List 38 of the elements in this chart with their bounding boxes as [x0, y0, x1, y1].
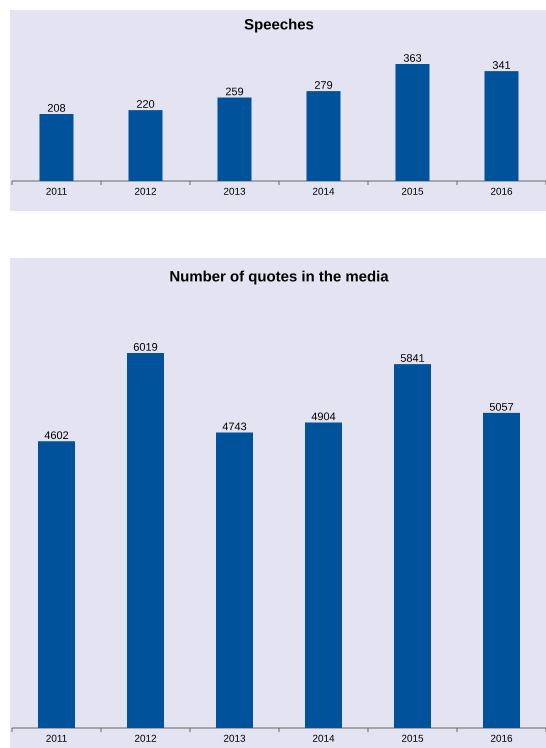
data-label: 220 [136, 100, 154, 108]
data-label: 5841 [400, 354, 424, 362]
x-tick-label: 2014 [312, 188, 334, 195]
data-label: 4743 [222, 422, 246, 430]
data-label: 6019 [134, 343, 157, 351]
x-tick-label: 2011 [46, 734, 66, 742]
bar [484, 71, 518, 181]
bar [394, 364, 431, 728]
bar [306, 91, 340, 181]
bar [128, 110, 162, 181]
x-tick-label: 2012 [134, 734, 156, 742]
data-label: 259 [226, 88, 243, 96]
chart-title: Speeches [244, 18, 314, 32]
x-tick-label: 2015 [402, 188, 423, 195]
x-tick-label: 2015 [402, 734, 423, 742]
bar [38, 441, 75, 728]
bar [126, 352, 164, 728]
data-label: 341 [492, 61, 510, 69]
bar [304, 422, 342, 728]
chart-title: Number of quotes in the media [170, 270, 388, 284]
x-tick-label: 2012 [134, 188, 156, 195]
bar [39, 114, 74, 181]
data-label: 4904 [311, 412, 336, 420]
data-label: 363 [404, 54, 421, 62]
data-label: 279 [314, 81, 332, 89]
bar [482, 412, 520, 728]
x-tick-label: 2016 [490, 188, 512, 195]
x-tick-label: 2016 [490, 734, 512, 742]
x-tick-label: 2013 [224, 734, 245, 742]
x-tick-label: 2013 [224, 188, 245, 195]
bar [216, 432, 253, 728]
data-label: 4602 [44, 431, 68, 440]
data-label: 208 [48, 104, 65, 112]
x-tick-label: 2011 [46, 188, 66, 195]
bar [217, 98, 252, 181]
x-tick-label: 2014 [312, 734, 334, 742]
data-label: 5057 [490, 402, 513, 411]
bar [395, 64, 430, 181]
